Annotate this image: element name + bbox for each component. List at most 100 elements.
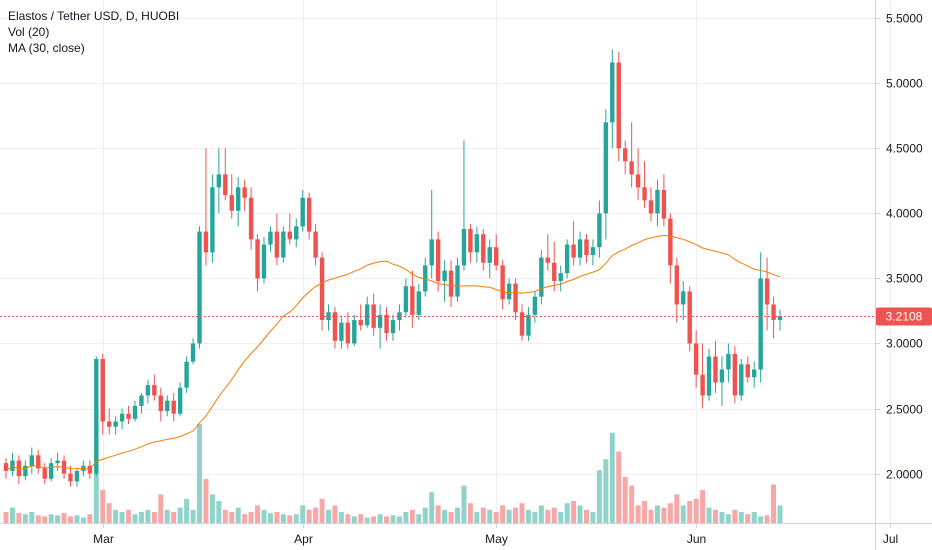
candle <box>590 239 596 266</box>
candle <box>752 361 757 388</box>
candle <box>281 226 286 263</box>
candle <box>435 231 441 292</box>
volume-bar <box>564 503 570 523</box>
volume-bar <box>687 501 693 523</box>
candle <box>642 161 647 209</box>
volume-bar <box>197 424 202 523</box>
volume-bar <box>80 517 86 523</box>
x-tick-label: Jun <box>687 532 706 546</box>
volume-bar <box>390 515 396 523</box>
candle <box>584 234 589 263</box>
volume-bar <box>326 509 331 523</box>
candle <box>603 109 609 240</box>
current-price-value: 3.2108 <box>886 310 923 324</box>
volume-bar <box>609 432 615 523</box>
candle <box>693 330 699 388</box>
candle <box>739 359 744 401</box>
y-tick-label: 2.5000 <box>886 403 923 417</box>
volume-bar <box>377 514 383 523</box>
volume-bar <box>68 516 73 523</box>
candle <box>36 450 41 474</box>
volume-bar <box>500 505 506 523</box>
volume-bar <box>319 498 325 523</box>
candle <box>455 257 460 302</box>
volume-bar <box>422 507 428 523</box>
candle <box>532 291 538 323</box>
candle <box>610 49 615 149</box>
candle <box>274 213 280 266</box>
volume-bar <box>480 507 486 523</box>
candle <box>687 286 692 352</box>
candle <box>410 270 415 328</box>
y-tick-label: 4.5000 <box>886 142 923 156</box>
candle <box>403 278 409 318</box>
candle <box>100 353 105 435</box>
ma-indicator-label[interactable]: MA (30, close) <box>8 41 85 55</box>
candle <box>616 52 621 162</box>
candle <box>706 348 712 401</box>
candle <box>365 296 370 328</box>
volume-bar <box>642 501 648 523</box>
candle <box>132 400 138 422</box>
volume-bar <box>429 492 435 523</box>
candle <box>306 192 312 240</box>
volume-bar <box>758 516 764 523</box>
candle <box>268 226 273 253</box>
x-tick-label: Apr <box>294 532 313 546</box>
volume-bar <box>603 459 609 523</box>
volume-indicator-label[interactable]: Vol (20) <box>8 25 50 39</box>
candle <box>461 140 467 271</box>
volume-bar <box>3 512 9 523</box>
volume-bar <box>706 507 712 523</box>
volume-bar <box>267 513 273 523</box>
candle <box>481 228 486 271</box>
x-tick-label: Mar <box>93 532 114 546</box>
volume-bar <box>177 507 183 523</box>
volume-bar <box>532 512 538 523</box>
candle <box>42 463 47 484</box>
candle <box>319 252 325 331</box>
volume-bar <box>622 476 628 523</box>
candle <box>113 416 118 435</box>
candle <box>468 223 473 263</box>
candle <box>745 356 750 383</box>
volume-bar <box>525 509 531 523</box>
symbol-title[interactable]: Elastos / Tether USD, D, HUOBI <box>8 9 180 23</box>
volume-bar <box>274 512 280 523</box>
candle <box>487 239 492 279</box>
candle <box>629 122 634 188</box>
volume-bar <box>87 514 93 523</box>
time-axis[interactable]: MarAprMayJunJulAug <box>93 523 932 546</box>
volume-bar <box>725 514 731 523</box>
y-tick-label: 4.0000 <box>886 207 923 221</box>
x-tick-label: May <box>485 532 508 546</box>
candle <box>23 460 28 481</box>
y-tick-label: 5.5000 <box>886 12 923 26</box>
candle <box>171 392 176 422</box>
candle <box>564 239 570 279</box>
candle <box>203 148 209 266</box>
candle <box>197 226 202 349</box>
candle <box>29 447 34 474</box>
volume-bar <box>648 509 654 523</box>
volume-bar <box>409 509 415 523</box>
volume-bar <box>590 512 596 523</box>
candle <box>519 304 525 341</box>
candle <box>377 304 383 349</box>
candle <box>358 304 363 331</box>
candle <box>87 460 93 479</box>
candle <box>248 187 254 250</box>
candle <box>177 382 183 417</box>
candle <box>764 257 770 331</box>
volume-bar <box>203 479 209 523</box>
volume-bar <box>700 490 706 523</box>
volume-bar <box>138 512 144 523</box>
candle <box>571 221 576 266</box>
candle <box>558 265 563 292</box>
candle <box>68 465 73 487</box>
price-axis[interactable]: 5.5000 5.0000 4.5000 4.0000 3.5000 3.0000 2.50… <box>875 12 923 482</box>
volume-bar <box>222 509 228 523</box>
candle <box>416 283 421 321</box>
volume-bar <box>16 513 22 523</box>
